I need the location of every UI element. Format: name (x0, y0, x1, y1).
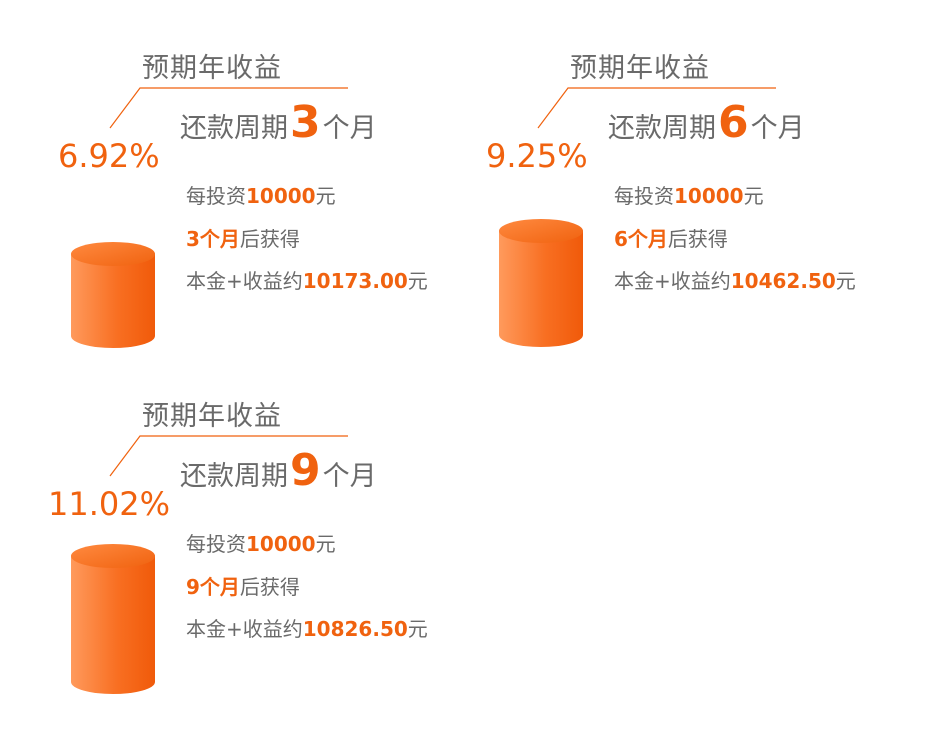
invest-line: 每投资10000元 (186, 180, 336, 209)
cylinder-icon (71, 544, 155, 694)
period-highlight: 3个月 (186, 227, 240, 251)
expected-annual-return-label: 预期年收益 (142, 53, 282, 84)
total-line: 本金+收益约10173.00元 (186, 265, 428, 294)
period-rest: 后获得 (667, 227, 728, 251)
product-card-3-month[interactable]: 预期年收益 6.92% 还款周期 3 个月 每投资10000元 3个月后获得 本… (0, 0, 430, 348)
period-line: 3个月后获得 (186, 223, 300, 252)
term-months-number: 9 (290, 445, 321, 496)
invest-amount: 10000 (674, 184, 744, 208)
period-rest: 后获得 (239, 227, 300, 251)
total-prefix: 本金+收益约 (186, 617, 303, 641)
leader-line (109, 435, 348, 477)
total-amount: 10173.00 (302, 269, 408, 293)
repayment-term: 还款周期 6 个月 (608, 101, 805, 145)
annual-rate-value: 11.02% (48, 485, 171, 523)
expected-annual-return-label: 预期年收益 (570, 53, 710, 84)
total-prefix: 本金+收益约 (186, 269, 303, 293)
leader-line (537, 87, 776, 129)
term-suffix: 个月 (322, 461, 377, 492)
expected-annual-return-label: 预期年收益 (142, 401, 282, 432)
period-line: 6个月后获得 (614, 223, 728, 252)
period-rest: 后获得 (239, 575, 300, 599)
product-card-6-month[interactable]: 预期年收益 9.25% 还款周期 6 个月 每投资10000元 6个月后获得 本… (428, 0, 858, 347)
total-unit: 元 (407, 269, 428, 293)
annual-rate-value: 9.25% (486, 137, 588, 175)
total-amount: 10826.50 (302, 617, 408, 641)
total-amount: 10462.50 (730, 269, 836, 293)
term-suffix: 个月 (322, 113, 377, 144)
invest-unit: 元 (315, 184, 336, 208)
period-line: 9个月后获得 (186, 571, 300, 600)
product-card-9-month[interactable]: 预期年收益 11.02% 还款周期 9 个月 每投资10000元 9个月后获得 … (0, 348, 430, 694)
invest-prefix: 每投资 (186, 532, 246, 556)
invest-line: 每投资10000元 (614, 180, 764, 209)
annual-rate-value: 6.92% (58, 137, 160, 175)
total-line: 本金+收益约10826.50元 (186, 613, 428, 642)
repayment-term: 还款周期 9 个月 (180, 449, 377, 493)
term-months-number: 6 (718, 97, 749, 148)
leader-line (109, 87, 348, 129)
total-unit: 元 (835, 269, 856, 293)
invest-amount: 10000 (246, 532, 316, 556)
repayment-term: 还款周期 3 个月 (180, 101, 377, 145)
invest-prefix: 每投资 (186, 184, 246, 208)
invest-unit: 元 (743, 184, 764, 208)
invest-prefix: 每投资 (614, 184, 674, 208)
period-highlight: 6个月 (614, 227, 668, 251)
total-prefix: 本金+收益约 (614, 269, 731, 293)
total-line: 本金+收益约10462.50元 (614, 265, 856, 294)
invest-amount: 10000 (246, 184, 316, 208)
term-months-number: 3 (290, 97, 321, 148)
invest-line: 每投资10000元 (186, 528, 336, 557)
term-prefix: 还款周期 (608, 113, 716, 144)
total-unit: 元 (407, 617, 428, 641)
term-suffix: 个月 (750, 113, 805, 144)
term-prefix: 还款周期 (180, 461, 288, 492)
cylinder-icon (71, 242, 155, 348)
cylinder-icon (499, 219, 583, 347)
invest-unit: 元 (315, 532, 336, 556)
term-prefix: 还款周期 (180, 113, 288, 144)
period-highlight: 9个月 (186, 575, 240, 599)
